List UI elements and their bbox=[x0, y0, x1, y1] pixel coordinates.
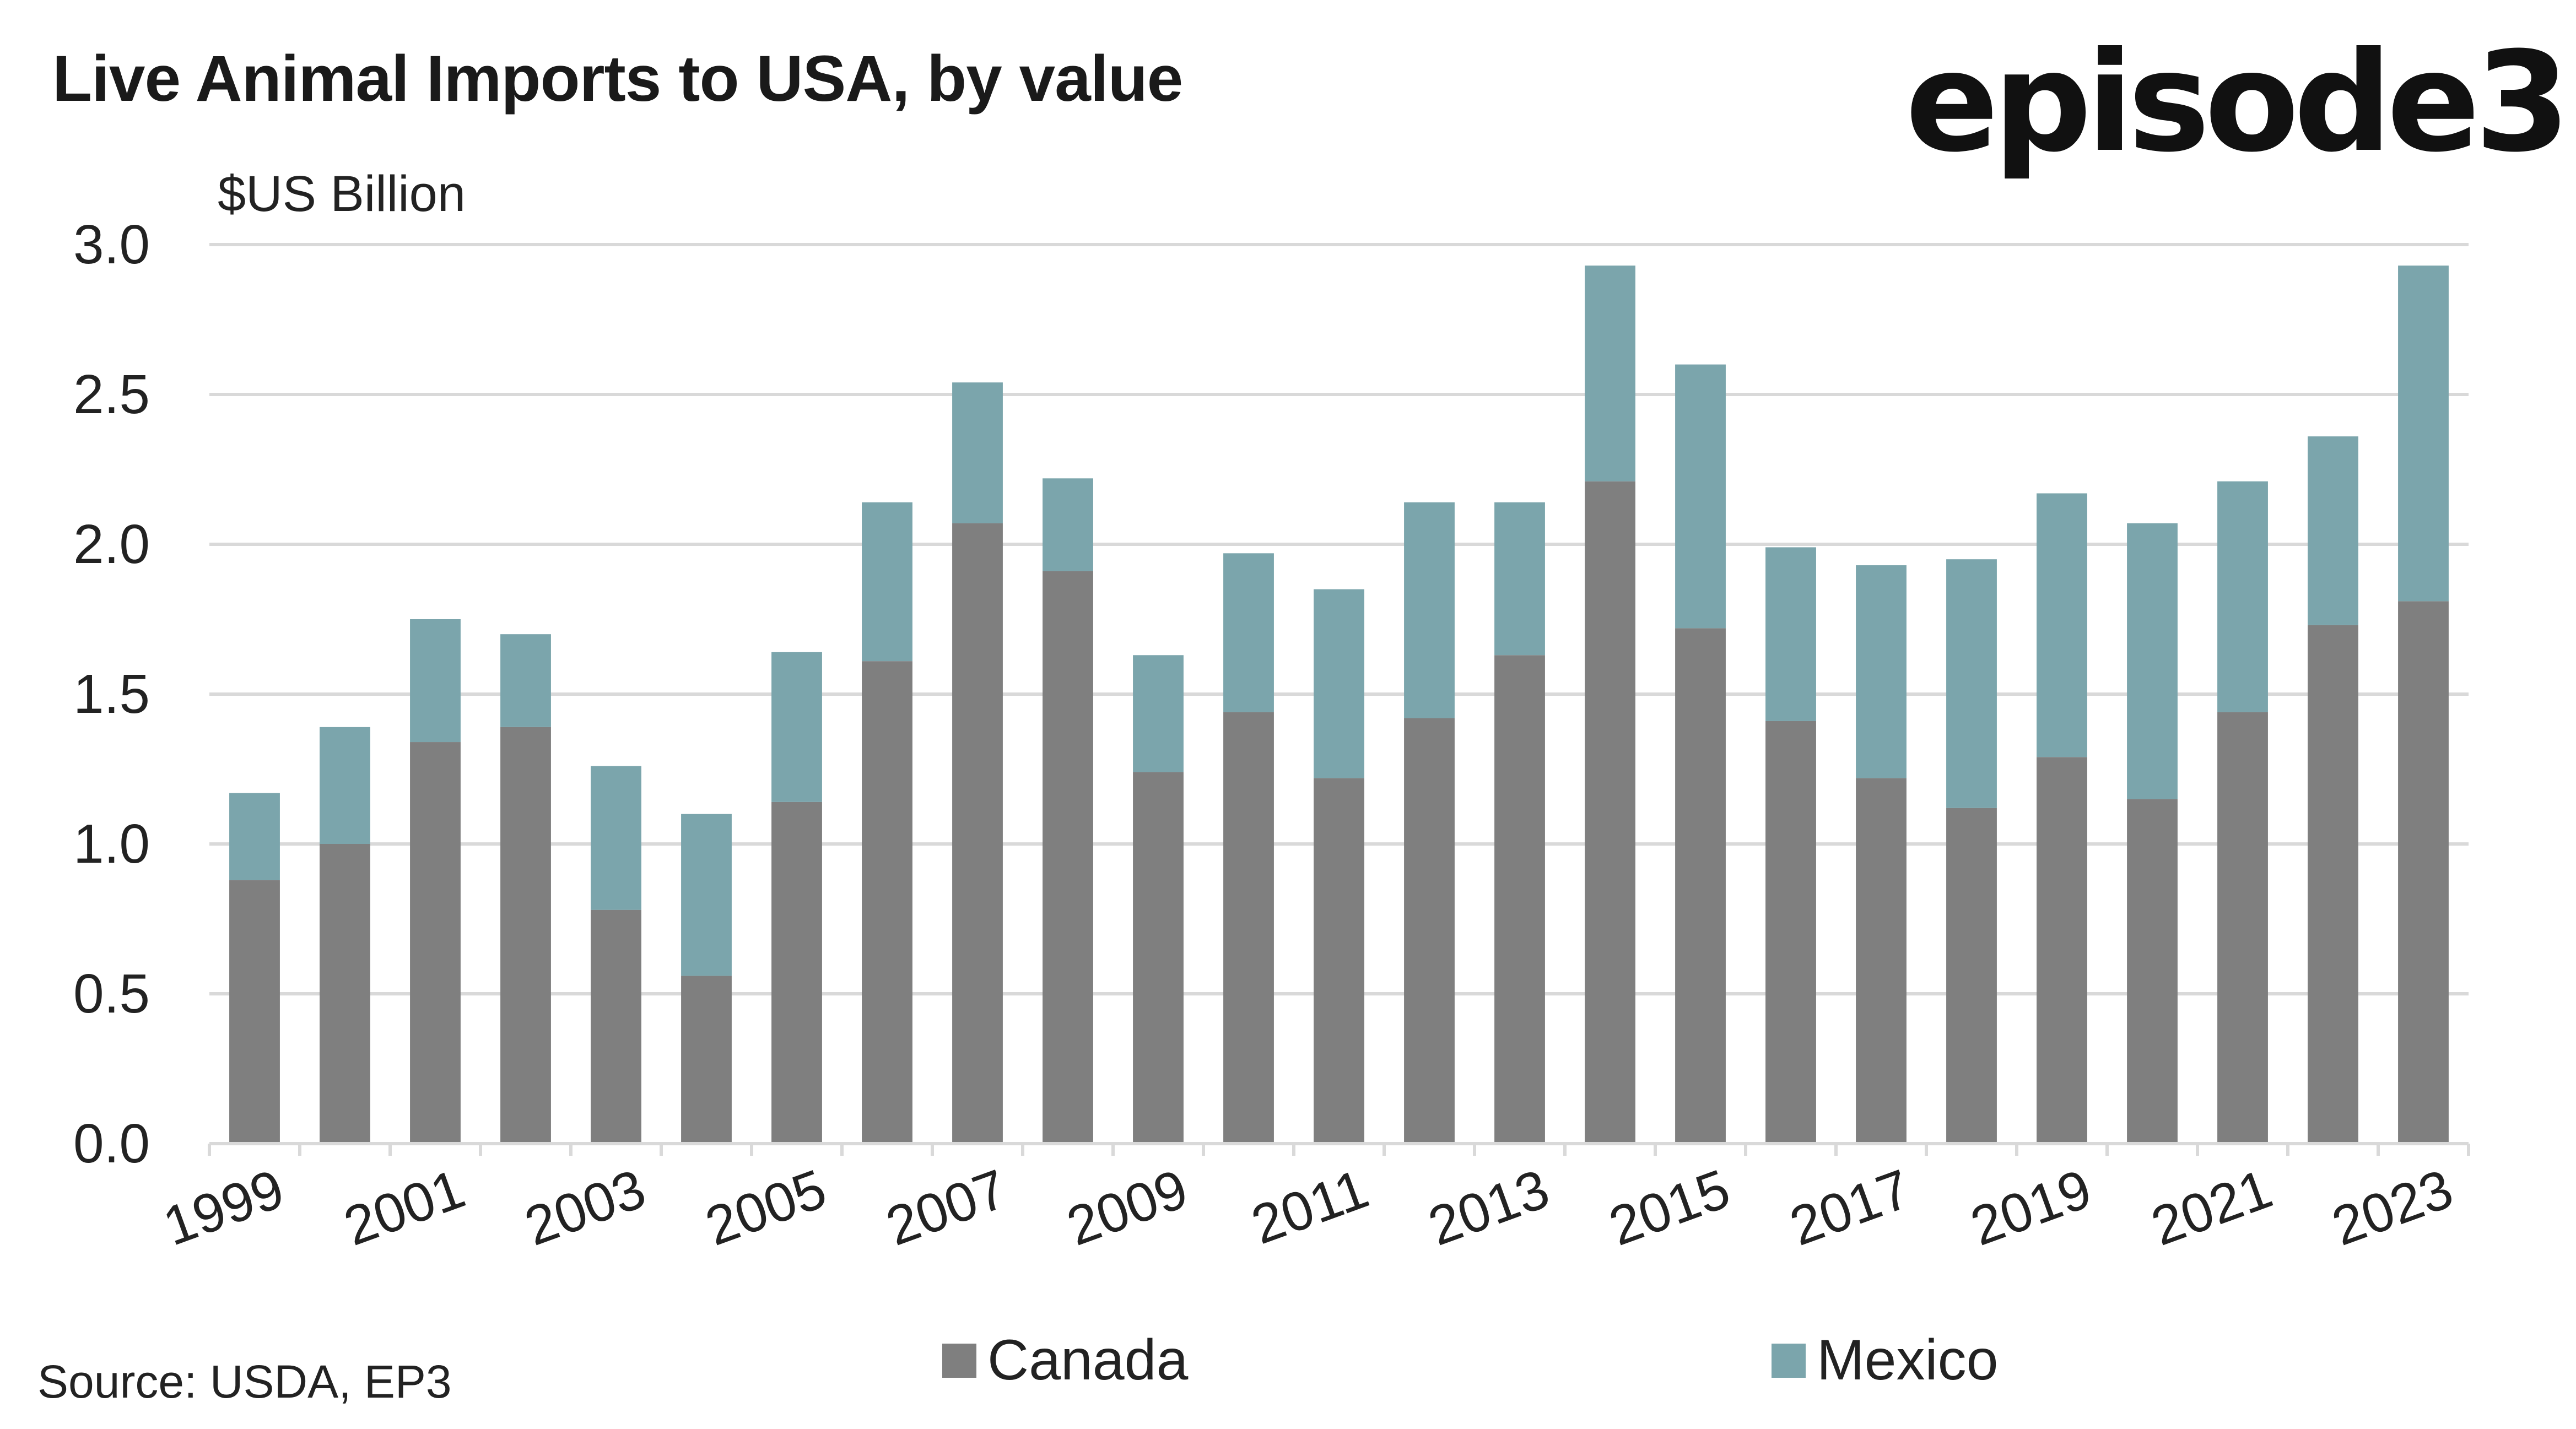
y-tick-label: 2.0 bbox=[73, 513, 150, 575]
bar-mexico-2018 bbox=[1946, 559, 1997, 808]
x-tick-label: 2003 bbox=[517, 1157, 653, 1257]
x-tick-label: 2005 bbox=[698, 1157, 834, 1257]
x-tick-label: 1999 bbox=[155, 1157, 291, 1257]
bar-mexico-2023 bbox=[2398, 266, 2449, 602]
bar-canada-2000 bbox=[320, 844, 370, 1144]
bar-mexico-2010 bbox=[1223, 553, 1274, 712]
x-tick-label: 2019 bbox=[1963, 1157, 2099, 1257]
x-tick-label: 2011 bbox=[1244, 1157, 1376, 1256]
bar-mexico-2005 bbox=[771, 652, 822, 802]
bar-mexico-2012 bbox=[1404, 502, 1455, 718]
bar-canada-2021 bbox=[2217, 712, 2268, 1144]
legend-item-mexico: Mexico bbox=[1772, 1328, 1998, 1393]
bar-mexico-2004 bbox=[681, 814, 732, 976]
bar-mexico-2008 bbox=[1043, 478, 1093, 571]
bar-canada-2007 bbox=[952, 523, 1003, 1144]
x-tick-label: 2013 bbox=[1421, 1157, 1557, 1257]
bar-canada-2019 bbox=[2037, 757, 2087, 1144]
y-tick-label: 0.0 bbox=[73, 1113, 150, 1174]
y-tick-label: 3.0 bbox=[73, 214, 150, 275]
bar-mexico-2011 bbox=[1314, 589, 1364, 778]
bar-mexico-1999 bbox=[229, 793, 280, 880]
bar-canada-2023 bbox=[2398, 601, 2449, 1144]
bar-canada-1999 bbox=[229, 880, 280, 1144]
bar-canada-2003 bbox=[591, 910, 641, 1144]
legend-swatch-mexico bbox=[1772, 1343, 1806, 1378]
bar-mexico-2001 bbox=[410, 619, 461, 743]
source-note: Source: USDA, EP3 bbox=[37, 1356, 452, 1408]
bar-canada-2014 bbox=[1585, 481, 1635, 1144]
bar-canada-2008 bbox=[1043, 571, 1093, 1144]
bar-mexico-2015 bbox=[1675, 364, 1726, 629]
x-tick-label: 2023 bbox=[2324, 1157, 2460, 1257]
bar-mexico-2013 bbox=[1494, 502, 1545, 656]
bar-canada-2001 bbox=[410, 742, 461, 1144]
bar-canada-2017 bbox=[1856, 778, 1907, 1144]
bar-mexico-2009 bbox=[1133, 655, 1184, 772]
legend-label-mexico: Mexico bbox=[1817, 1328, 1999, 1392]
bar-mexico-2007 bbox=[952, 382, 1003, 523]
x-tick-label: 2007 bbox=[878, 1157, 1014, 1257]
bar-mexico-2003 bbox=[591, 766, 641, 910]
legend-item-canada: Canada bbox=[942, 1328, 1188, 1393]
bar-canada-2009 bbox=[1133, 772, 1184, 1144]
y-tick-label: 0.5 bbox=[73, 963, 150, 1025]
legend-swatch-canada bbox=[942, 1343, 976, 1378]
bar-canada-2020 bbox=[2127, 799, 2178, 1144]
y-axis-label: $US Billion bbox=[218, 166, 466, 222]
bar-mexico-2000 bbox=[320, 727, 370, 844]
bar-mexico-2016 bbox=[1765, 547, 1816, 721]
bar-canada-2006 bbox=[862, 661, 912, 1144]
bar-canada-2004 bbox=[681, 976, 732, 1144]
bar-mexico-2017 bbox=[1856, 565, 1907, 778]
episode3-logo: episode3 bbox=[1905, 22, 2570, 182]
y-tick-label: 1.0 bbox=[73, 813, 150, 875]
x-tick-label: 2009 bbox=[1059, 1157, 1195, 1257]
x-tick-label: 2001 bbox=[336, 1157, 472, 1257]
bar-canada-2016 bbox=[1765, 721, 1816, 1144]
bar-canada-2011 bbox=[1314, 778, 1364, 1144]
bar-mexico-2021 bbox=[2217, 481, 2268, 712]
bar-canada-2012 bbox=[1404, 718, 1455, 1144]
bars bbox=[229, 266, 2449, 1144]
y-axis-ticks: 0.0 0.5 1.0 1.5 2.0 2.5 3.0 bbox=[73, 214, 150, 1174]
bar-mexico-2022 bbox=[2308, 436, 2358, 625]
x-tick-label: 2017 bbox=[1782, 1157, 1918, 1257]
bar-canada-2018 bbox=[1946, 808, 1997, 1144]
bar-mexico-2014 bbox=[1585, 266, 1635, 481]
y-tick-label: 2.5 bbox=[73, 364, 150, 425]
legend-label-canada: Canada bbox=[987, 1328, 1189, 1392]
bar-mexico-2006 bbox=[862, 502, 912, 662]
chart-title: Live Animal Imports to USA, by value bbox=[52, 42, 1183, 115]
bar-canada-2022 bbox=[2308, 625, 2358, 1144]
bar-canada-2010 bbox=[1223, 712, 1274, 1144]
bar-mexico-2002 bbox=[500, 634, 551, 727]
bar-mexico-2019 bbox=[2037, 493, 2087, 757]
bar-canada-2005 bbox=[771, 802, 822, 1144]
x-tick-label: 2015 bbox=[1601, 1157, 1737, 1257]
bar-canada-2013 bbox=[1494, 655, 1545, 1144]
y-tick-label: 1.5 bbox=[73, 663, 150, 725]
gridlines bbox=[209, 243, 2469, 995]
x-tick-label: 2021 bbox=[2143, 1157, 2280, 1257]
bar-canada-2015 bbox=[1675, 628, 1726, 1144]
x-axis: 1999 2001 2003 2005 2007 2009 2011 2013 2015 2017… bbox=[155, 1142, 2470, 1258]
bar-canada-2002 bbox=[500, 727, 551, 1144]
bar-mexico-2020 bbox=[2127, 523, 2178, 799]
